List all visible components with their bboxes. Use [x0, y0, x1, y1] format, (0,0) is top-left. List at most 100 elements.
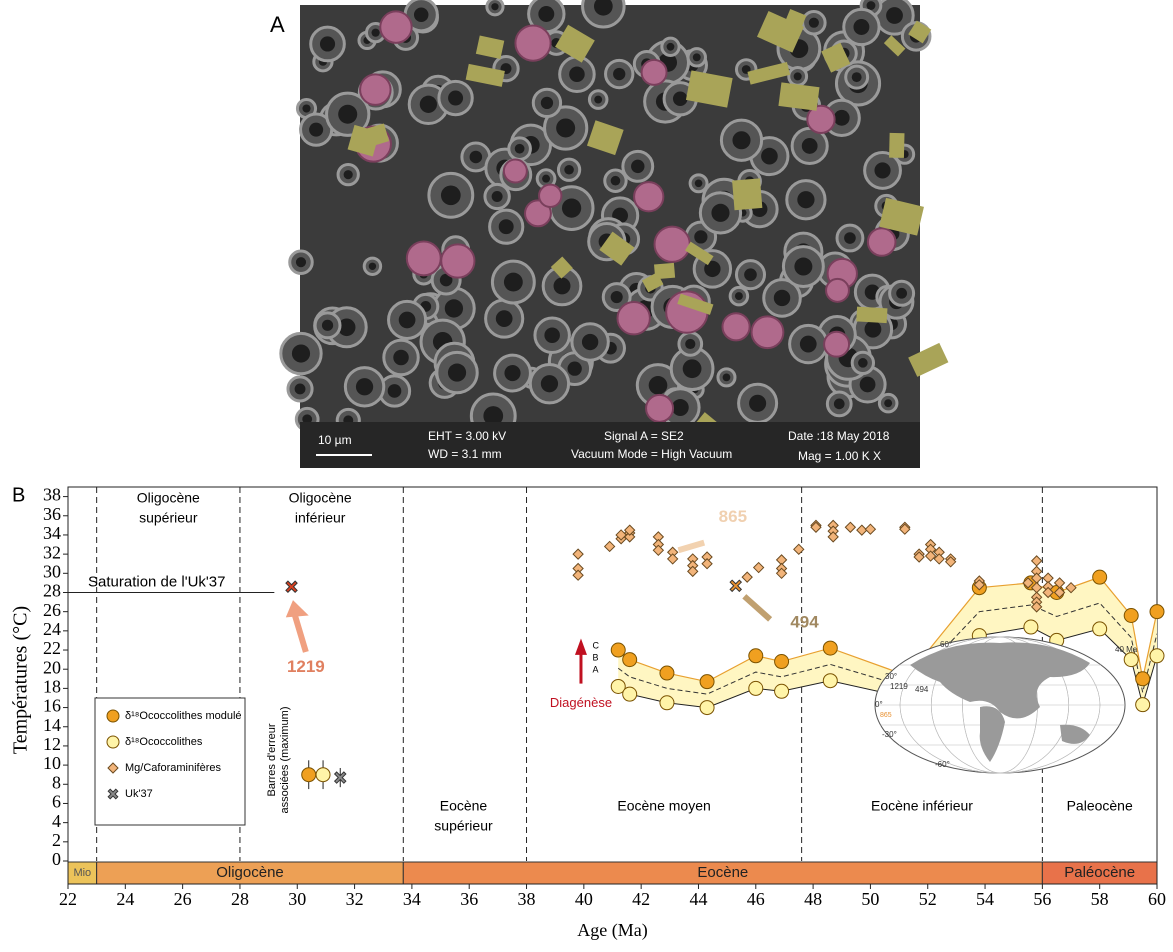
data-point [774, 683, 790, 699]
map-label: 1219 [890, 682, 908, 691]
coccolith-hole [355, 378, 374, 396]
data-point [752, 561, 765, 574]
data-point [623, 524, 636, 536]
y-tick-label: 18 [43, 677, 61, 697]
data-point [1135, 697, 1151, 713]
band-label: C [592, 640, 599, 650]
period-label: supérieur [434, 818, 493, 834]
data-point [748, 680, 764, 696]
data-point [1123, 608, 1139, 624]
data-point [924, 550, 937, 562]
coccolith-hole [593, 0, 613, 16]
pink-particle [524, 199, 552, 228]
coccolith-hole [302, 104, 311, 113]
coccolith-hole [319, 36, 336, 52]
data-point [1092, 569, 1108, 585]
coccolith-hole [866, 1, 876, 10]
data-point [741, 571, 753, 583]
coccolith-hole [874, 162, 891, 179]
olive-particle [599, 231, 635, 266]
data-point [699, 700, 715, 716]
data-point [622, 652, 638, 668]
pink-particle [359, 73, 392, 106]
coccolith-hole [553, 277, 571, 295]
coccolith-hole [610, 175, 621, 186]
coccolith-hole [808, 17, 819, 28]
olive-particle [821, 42, 851, 73]
arrowhead [574, 638, 587, 655]
sem-text: Date :18 May 2018 [788, 429, 890, 443]
y-tick-label: 14 [43, 715, 61, 735]
coccolith-hole [851, 72, 862, 83]
coccolith-hole [294, 383, 306, 395]
coccolith-hole [444, 299, 464, 318]
data-point [687, 565, 699, 578]
error-bar-label: Barres d'erreur [266, 723, 278, 796]
data-point [822, 640, 838, 656]
coccolith-hole [309, 122, 324, 137]
coccolith-hole [744, 268, 757, 281]
data-point [333, 771, 347, 784]
y-tick-label: 36 [43, 504, 61, 524]
x-tick-label: 38 [518, 889, 536, 909]
data-point [944, 556, 957, 568]
coccolith-hole [685, 338, 696, 350]
coccolith-hole [538, 6, 555, 22]
sem-text: EHT = 3.00 kV [428, 429, 506, 443]
data-point [572, 569, 584, 581]
pink-particle [502, 158, 528, 184]
pink-particle [653, 225, 691, 263]
data-point [603, 540, 616, 553]
data-point [1065, 581, 1077, 594]
data-point [659, 665, 675, 681]
data-point [973, 579, 986, 591]
coccolith-hole [567, 361, 582, 376]
legend-label: Uk'37 [125, 788, 153, 800]
coccolith-hole [556, 118, 576, 138]
coccolith-hole [448, 90, 464, 106]
coccolith-hole [338, 104, 358, 124]
arrow [291, 612, 309, 653]
data-point [1123, 652, 1139, 668]
olive-particle [778, 82, 820, 111]
legend-marker [107, 762, 119, 774]
coccolith-hole [337, 318, 356, 337]
x-tick-label: 46 [747, 889, 765, 909]
site-label: 1219 [287, 657, 325, 676]
pink-particle [750, 315, 785, 350]
data-point [899, 523, 911, 535]
x-tick-label: 40 [575, 889, 593, 909]
coccolith-hole [413, 7, 429, 22]
x-tick-label: 52 [919, 889, 937, 909]
pink-particle [440, 243, 476, 279]
y-tick-label: 6 [52, 792, 61, 812]
coccolith-hole [540, 375, 559, 393]
olive-particle [856, 306, 888, 324]
olive-particle [586, 120, 624, 156]
period-label: Eocène [440, 798, 488, 814]
coccolith-hole [613, 67, 626, 81]
coccolith-hole [295, 257, 307, 268]
data-point [844, 521, 857, 533]
map-label: 40 Ma [1115, 645, 1138, 654]
pink-particle [514, 24, 552, 62]
map-label: 494 [915, 685, 929, 694]
map-label: 30° [885, 672, 897, 681]
coccolith-hole [398, 311, 416, 329]
pink-particle [866, 227, 897, 257]
legend-box [94, 697, 246, 826]
sem-info-bar: 10 µm EHT = 3.00 kV WD = 3.1 mm Signal A… [300, 422, 920, 468]
arrow [742, 594, 773, 622]
coccolith-hole [793, 72, 802, 81]
pink-particle [538, 183, 563, 208]
period-label: inférieur [295, 510, 346, 526]
coccolith-hole [491, 3, 499, 11]
pink-particle [633, 181, 665, 213]
coccolith-hole [722, 373, 731, 382]
sem-text: 10 µm [318, 433, 352, 447]
continent [910, 642, 1090, 719]
coccolith-hole [692, 53, 701, 62]
data-point [1053, 586, 1066, 599]
olive-particle [747, 61, 791, 85]
coccolith-hole [368, 262, 377, 270]
